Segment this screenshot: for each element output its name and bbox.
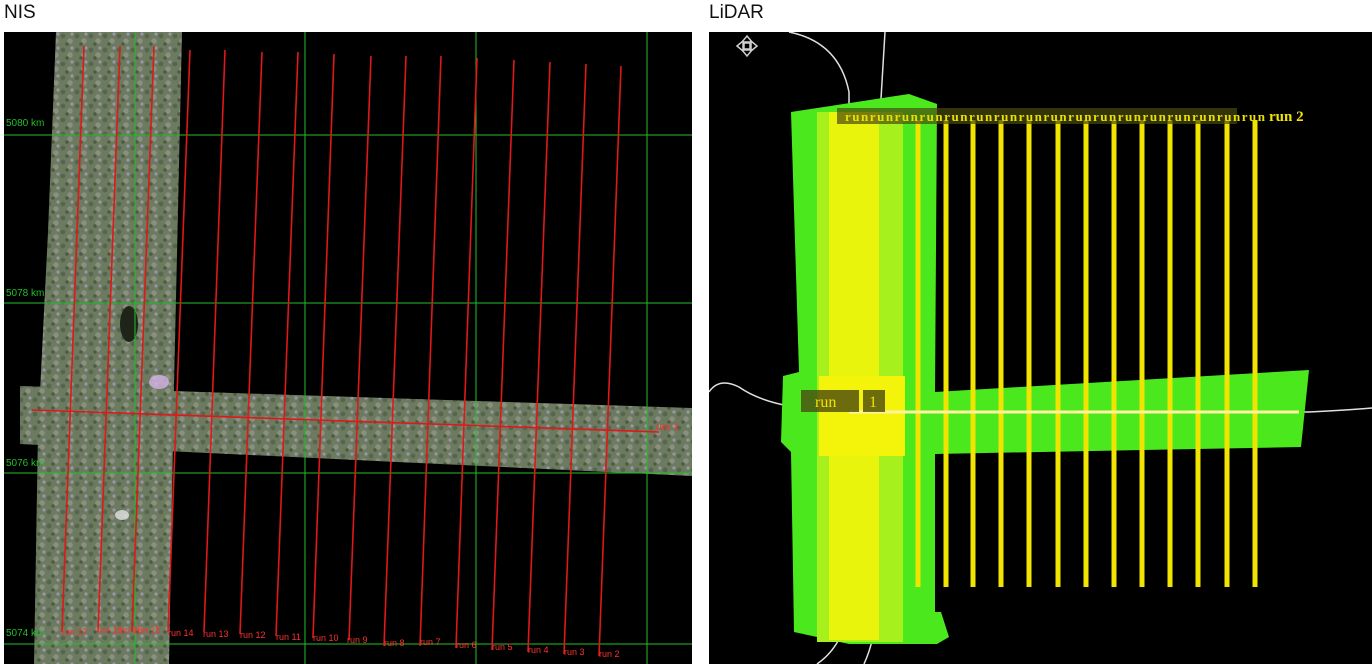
- run-label: run 11: [276, 632, 301, 642]
- grid-label: 5074 km: [6, 628, 44, 639]
- grid-label: 5076 km: [6, 458, 44, 469]
- nis-map-view[interactable]: 5080 km 5078 km 5076 km 5074 km run 1: [4, 32, 692, 664]
- run-label: run 1: [656, 422, 679, 433]
- move-crosshair-icon[interactable]: [735, 34, 759, 58]
- run-label: run 13: [203, 629, 229, 639]
- nis-grid: [4, 32, 692, 664]
- run-label: run 14: [168, 628, 194, 638]
- run-label: run 16: [117, 625, 143, 635]
- run-label: run 15: [135, 625, 161, 635]
- run-label: run 6: [456, 640, 477, 650]
- run-label: run 17: [62, 627, 88, 637]
- run-label: run 16: [97, 625, 123, 635]
- run-label: run 10: [313, 633, 339, 643]
- nis-panel-title: NIS: [4, 2, 36, 23]
- lidar-panel-title: LiDAR: [709, 2, 764, 23]
- run-label: run: [815, 394, 836, 411]
- lidar-label-strip: [837, 108, 1237, 124]
- run-label: run 12: [240, 630, 266, 640]
- lidar-map-view[interactable]: runrunrunrunrunrunrunrunrunrunrunrunrunr…: [709, 32, 1372, 664]
- lidar-canvas: runrunrunrunrunrunrunrunrunrunrunrunrunr…: [709, 32, 1372, 664]
- lidar-top-strip-text: runrunrunrunrunrunrunrunrunrunrunrunrunr…: [845, 109, 1266, 124]
- run-label: run 8: [384, 638, 405, 648]
- lidar-flight-lines: [915, 120, 1258, 587]
- run-label: run 2: [1269, 109, 1304, 125]
- run-label: run 9: [347, 635, 368, 645]
- run-label: run 7: [420, 637, 441, 647]
- run-label: run 3: [564, 647, 585, 657]
- run-label: run 5: [492, 642, 513, 652]
- run-label: run 4: [528, 645, 549, 655]
- grid-label: 5080 km: [6, 118, 44, 129]
- run-label: run 2: [599, 649, 620, 659]
- run-label: 1: [869, 394, 877, 411]
- nis-flight-lines: [31, 45, 660, 657]
- nis-run-labels: run 17 run 16 run 16 run 15 run 14 run 1…: [62, 625, 620, 659]
- nis-canvas: 5080 km 5078 km 5076 km 5074 km run 1: [4, 32, 692, 664]
- nis-ew-swath: [20, 386, 692, 476]
- lidar-swath-outer: [781, 94, 1309, 644]
- grid-label: 5078 km: [6, 288, 44, 299]
